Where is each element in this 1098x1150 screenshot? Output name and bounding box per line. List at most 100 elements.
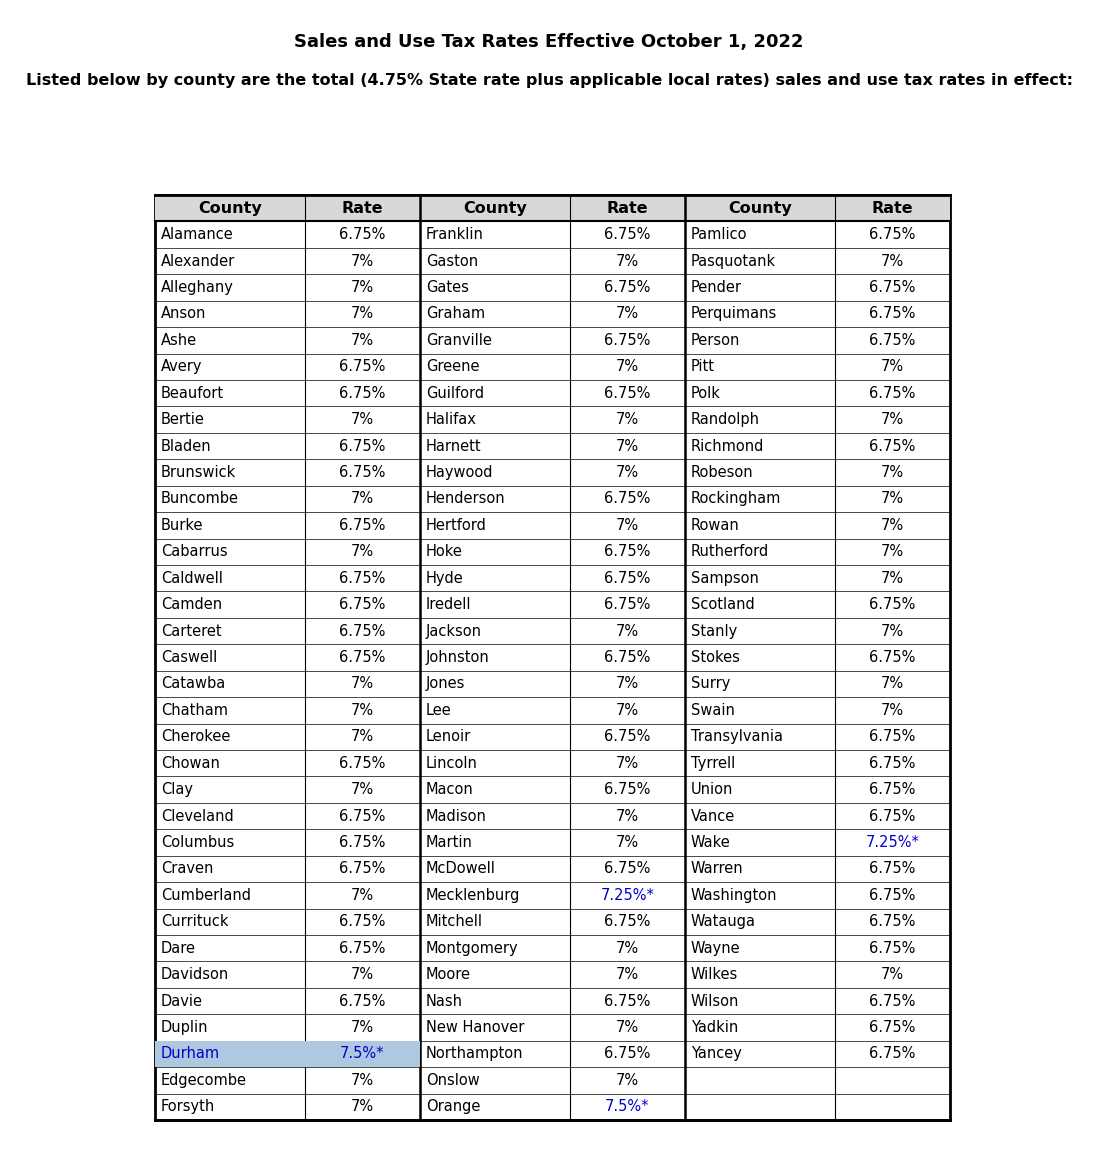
- Text: Pamlico: Pamlico: [691, 228, 748, 243]
- Text: 6.75%: 6.75%: [339, 518, 385, 532]
- Text: Brunswick: Brunswick: [161, 465, 236, 480]
- Text: 6.75%: 6.75%: [339, 941, 385, 956]
- Text: 7%: 7%: [881, 544, 904, 559]
- Text: 6.75%: 6.75%: [604, 782, 650, 797]
- Text: 7%: 7%: [350, 332, 374, 347]
- Text: Durham: Durham: [161, 1046, 220, 1061]
- Text: Harnett: Harnett: [426, 438, 482, 453]
- Text: 6.75%: 6.75%: [604, 729, 650, 744]
- Text: Gates: Gates: [426, 279, 469, 296]
- Text: Rowan: Rowan: [691, 518, 740, 532]
- Text: 7%: 7%: [350, 544, 374, 559]
- Text: 6.75%: 6.75%: [604, 861, 650, 876]
- Text: 7%: 7%: [616, 253, 639, 269]
- Text: County: County: [463, 201, 527, 216]
- Text: Rate: Rate: [341, 201, 383, 216]
- Text: Bertie: Bertie: [161, 412, 205, 427]
- Text: Cumberland: Cumberland: [161, 888, 251, 903]
- Text: 6.75%: 6.75%: [339, 228, 385, 243]
- Text: 6.75%: 6.75%: [604, 544, 650, 559]
- Text: 7%: 7%: [881, 518, 904, 532]
- Text: Yancey: Yancey: [691, 1046, 742, 1061]
- Text: Robeson: Robeson: [691, 465, 753, 480]
- Text: Richmond: Richmond: [691, 438, 764, 453]
- Text: Camden: Camden: [161, 597, 222, 612]
- Text: 7.25%*: 7.25%*: [865, 835, 919, 850]
- Text: Yadkin: Yadkin: [691, 1020, 738, 1035]
- Text: 6.75%: 6.75%: [604, 914, 650, 929]
- Text: Beaufort: Beaufort: [161, 385, 224, 400]
- Text: 7%: 7%: [616, 756, 639, 771]
- Text: 6.75%: 6.75%: [870, 914, 916, 929]
- Text: Warren: Warren: [691, 861, 743, 876]
- Text: 6.75%: 6.75%: [870, 808, 916, 823]
- Text: Cabarrus: Cabarrus: [161, 544, 227, 559]
- Text: Onslow: Onslow: [426, 1073, 480, 1088]
- Text: Alleghany: Alleghany: [161, 279, 234, 296]
- Text: Chatham: Chatham: [161, 703, 228, 718]
- Text: 7%: 7%: [616, 676, 639, 691]
- Text: Greene: Greene: [426, 359, 480, 374]
- Text: Forsyth: Forsyth: [161, 1099, 215, 1114]
- Text: Graham: Graham: [426, 306, 485, 322]
- Text: 6.75%: 6.75%: [604, 650, 650, 665]
- Text: 6.75%: 6.75%: [339, 861, 385, 876]
- Text: 7%: 7%: [616, 623, 639, 638]
- Text: 7%: 7%: [616, 808, 639, 823]
- Text: 7.25%*: 7.25%*: [601, 888, 654, 903]
- Text: Hoke: Hoke: [426, 544, 463, 559]
- Text: Orange: Orange: [426, 1099, 481, 1114]
- Text: Stokes: Stokes: [691, 650, 740, 665]
- Text: Rate: Rate: [606, 201, 648, 216]
- Text: County: County: [198, 201, 261, 216]
- Text: 6.75%: 6.75%: [870, 279, 916, 296]
- Text: Mitchell: Mitchell: [426, 914, 483, 929]
- Text: 6.75%: 6.75%: [604, 228, 650, 243]
- Text: 6.75%: 6.75%: [870, 729, 916, 744]
- Text: Caswell: Caswell: [161, 650, 217, 665]
- Text: 6.75%: 6.75%: [339, 808, 385, 823]
- Text: Randolph: Randolph: [691, 412, 760, 427]
- Text: 7%: 7%: [881, 676, 904, 691]
- Text: Jackson: Jackson: [426, 623, 482, 638]
- Text: Guilford: Guilford: [426, 385, 484, 400]
- Text: Franklin: Franklin: [426, 228, 484, 243]
- Text: Wilkes: Wilkes: [691, 967, 738, 982]
- Text: Washington: Washington: [691, 888, 777, 903]
- Text: Watauga: Watauga: [691, 914, 757, 929]
- Text: Rockingham: Rockingham: [691, 491, 782, 506]
- Text: 7%: 7%: [350, 412, 374, 427]
- Text: Edgecombe: Edgecombe: [161, 1073, 247, 1088]
- Text: 6.75%: 6.75%: [604, 491, 650, 506]
- Text: 6.75%: 6.75%: [604, 279, 650, 296]
- Text: Rate: Rate: [872, 201, 914, 216]
- Text: 7%: 7%: [616, 1020, 639, 1035]
- Text: 6.75%: 6.75%: [870, 332, 916, 347]
- Bar: [155, 196, 950, 1120]
- Text: 6.75%: 6.75%: [870, 306, 916, 322]
- Text: Buncombe: Buncombe: [161, 491, 239, 506]
- Text: 7%: 7%: [350, 1020, 374, 1035]
- Text: Sampson: Sampson: [691, 570, 759, 585]
- Text: 6.75%: 6.75%: [870, 385, 916, 400]
- Text: Pitt: Pitt: [691, 359, 715, 374]
- Text: Scotland: Scotland: [691, 597, 754, 612]
- Text: 6.75%: 6.75%: [339, 359, 385, 374]
- Text: 6.75%: 6.75%: [870, 228, 916, 243]
- Text: 7%: 7%: [350, 306, 374, 322]
- Text: 7%: 7%: [881, 465, 904, 480]
- Text: Iredell: Iredell: [426, 597, 471, 612]
- Text: Vance: Vance: [691, 808, 736, 823]
- Text: Northampton: Northampton: [426, 1046, 524, 1061]
- Text: 6.75%: 6.75%: [604, 1046, 650, 1061]
- Text: Haywood: Haywood: [426, 465, 493, 480]
- Text: Lee: Lee: [426, 703, 451, 718]
- Text: 6.75%: 6.75%: [604, 332, 650, 347]
- Text: 6.75%: 6.75%: [339, 597, 385, 612]
- Text: 6.75%: 6.75%: [870, 756, 916, 771]
- Text: 7%: 7%: [350, 888, 374, 903]
- Text: 6.75%: 6.75%: [870, 782, 916, 797]
- Text: 7%: 7%: [350, 782, 374, 797]
- Text: Nash: Nash: [426, 994, 463, 1009]
- Text: 7%: 7%: [350, 729, 374, 744]
